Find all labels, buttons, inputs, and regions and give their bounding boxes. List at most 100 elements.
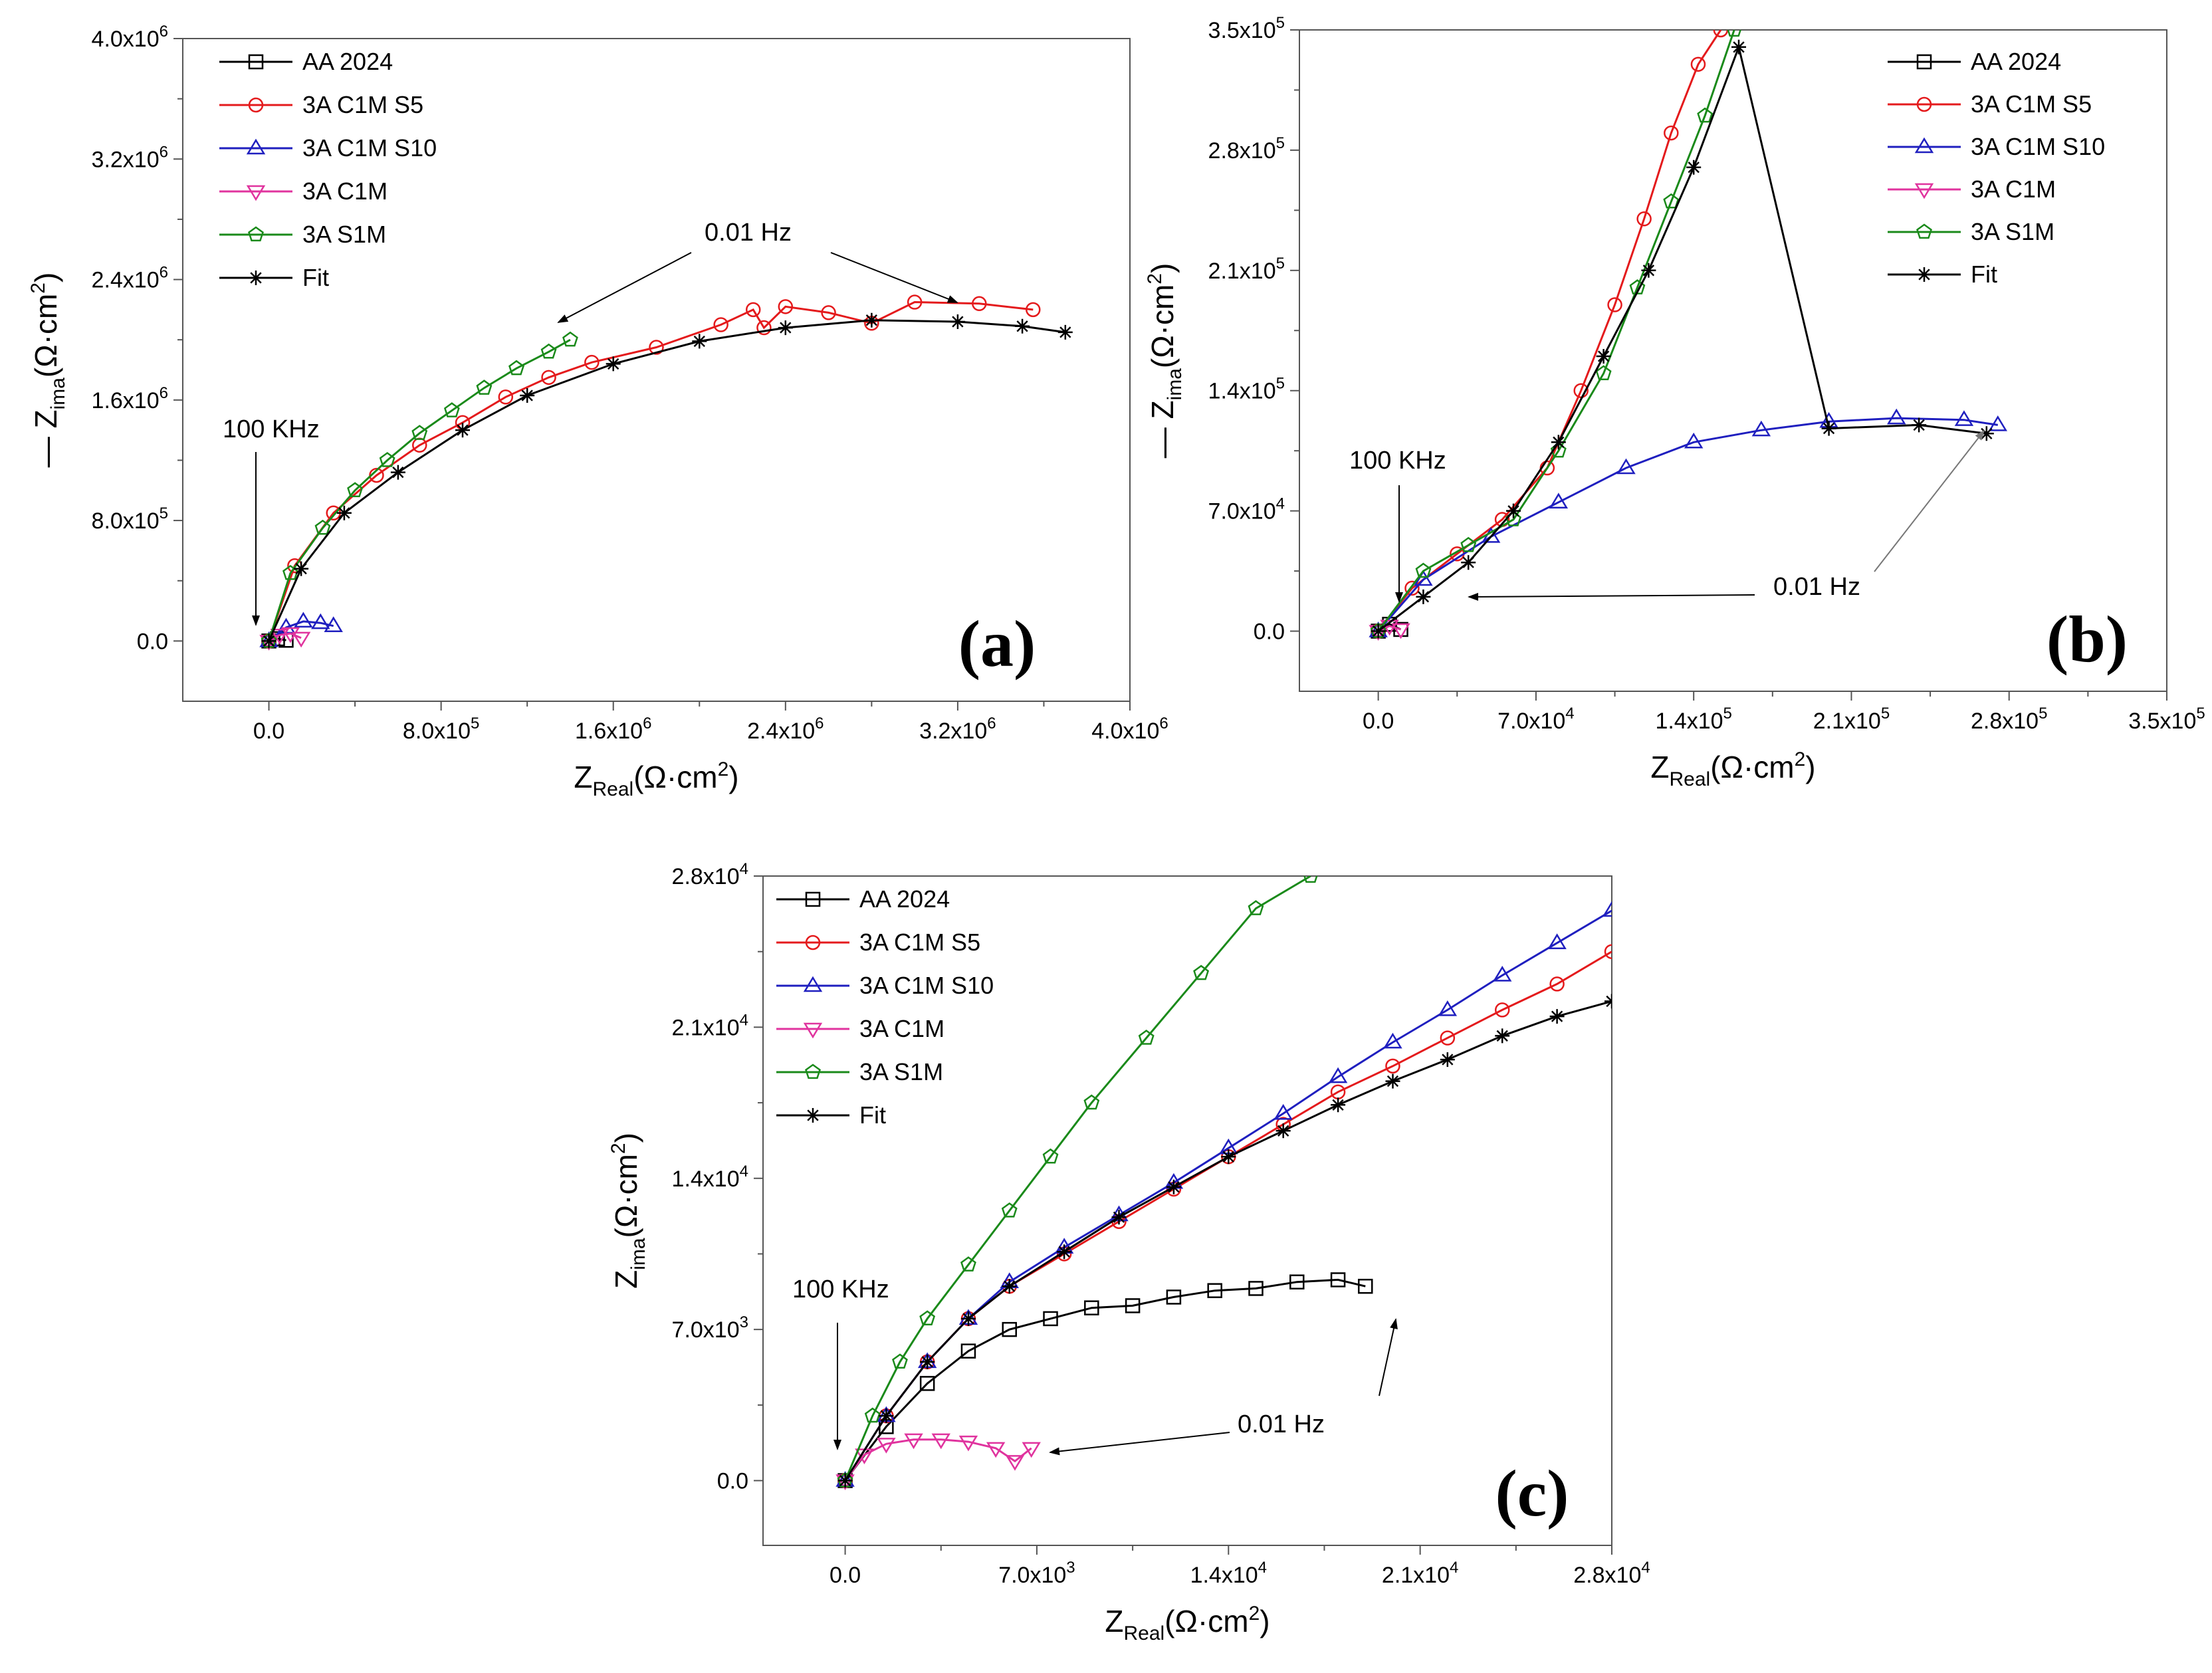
y-tick-label-b-3: 2.1x105 [1208, 255, 1285, 284]
legend-marker-a-3a-s1m [248, 226, 264, 242]
point-c-fit-7 [1166, 1179, 1181, 1194]
point-c-fit-9 [1275, 1123, 1291, 1139]
point-b-3a-c1m-s10-8 [1887, 408, 1906, 425]
x-tick-label-c-2: 1.4x104 [1190, 1559, 1267, 1588]
point-c-3a-c1m-s10-12 [1438, 1000, 1458, 1016]
y-tick-label-b-0: 0.0 [1254, 619, 1285, 645]
point-b-fit-6 [1641, 263, 1656, 278]
point-a-3a-c1m-s5-13 [778, 299, 794, 314]
legend-label-b-3a-c1m-s5: 3A C1M S5 [1971, 90, 2092, 118]
point-c-3a-c1m-s10-13 [1493, 965, 1512, 982]
point-a-3a-c1m-s5-18 [1026, 302, 1041, 318]
annotation-arrow-b-1-1 [1874, 429, 1985, 572]
legend-label-b-3a-c1m-s10: 3A C1M S10 [1971, 133, 2105, 160]
point-c-3a-s1m-6 [1042, 1148, 1059, 1164]
point-c-aa-2024-8 [1166, 1289, 1182, 1305]
point-c-3a-c1m-s10-9 [1273, 1103, 1293, 1120]
point-a-3a-s1m-3 [347, 482, 364, 497]
x-axis-label-c: ZReal(Ω·cm2) [1105, 1603, 1270, 1644]
panel-label-a: (a) [958, 607, 1036, 681]
x-tick-label-b-3: 2.1x105 [1813, 705, 1890, 734]
point-a-3a-c1m-s5-8 [584, 354, 600, 370]
point-b-fit-10 [1912, 417, 1927, 433]
plot-frame-b [1299, 29, 2167, 692]
series-line-c-fit [844, 1000, 1612, 1482]
point-c-3a-c1m-4 [931, 1433, 950, 1450]
point-b-fit-2 [1461, 555, 1476, 570]
point-a-3a-c1m-s5-12 [756, 320, 772, 336]
point-b-3a-c1m-s10-4 [1616, 458, 1636, 475]
legend-marker-c-3a-c1m [803, 1022, 823, 1039]
point-b-3a-c1m-s10-5 [1684, 432, 1704, 449]
point-a-fit-9 [864, 312, 879, 328]
x-tick-label-a-5: 4.0x106 [1091, 715, 1168, 744]
point-a-3a-c1m-1 [270, 629, 289, 645]
legend-label-a-3a-c1m: 3A C1M [302, 177, 387, 205]
legend-label-a-3a-c1m-s10: 3A C1M S10 [302, 134, 437, 162]
point-b-3a-s1m-1 [1415, 562, 1432, 578]
point-c-3a-s1m-3 [919, 1310, 936, 1326]
point-a-fit-3 [390, 465, 405, 480]
point-b-3a-c1m-s10-9 [1954, 410, 1974, 426]
point-a-3a-c1m-s5-6 [498, 390, 514, 405]
point-a-3a-s1m-9 [540, 343, 557, 359]
x-tick-label-b-1: 7.0x104 [1497, 705, 1574, 734]
series-group-a [259, 294, 1073, 651]
series-line-c-3a-s1m [844, 876, 1311, 1482]
panel-label-b: (b) [2046, 602, 2128, 676]
legend-marker-b-3a-s1m [1916, 223, 1932, 239]
x-tick-label-a-3: 2.4x106 [747, 715, 824, 744]
series-line-b-fit [1377, 43, 1987, 632]
legend-label-c-3a-c1m: 3A C1M [859, 1015, 944, 1042]
x-tick-label-b-5: 3.5x105 [2128, 705, 2205, 734]
point-a-fit-1 [294, 561, 309, 576]
point-b-fit-0 [1371, 623, 1386, 639]
legend-marker-b-aa-2024 [1916, 54, 1932, 70]
point-c-3a-c1m-7 [1005, 1455, 1025, 1471]
x-tick-label-c-3: 2.1x104 [1382, 1559, 1458, 1588]
point-a-fit-2 [336, 505, 352, 520]
point-a-3a-s1m-8 [508, 360, 524, 376]
panel-b: 0.0 7.0x104 1.4x105 2.1x105 2.8x105 3.5x105 0.… [1144, 14, 2205, 790]
annotation-arrow-b-1-0 [1468, 592, 1755, 601]
legend-marker-c-aa-2024 [805, 891, 821, 907]
legend-marker-a-3a-c1m [246, 185, 266, 201]
point-c-fit-11 [1385, 1073, 1400, 1089]
panel-a: 0.0 8.0x105 1.6x106 2.4x106 3.2x106 4.0x106 0.… [27, 23, 1168, 800]
point-c-aa-2024-12 [1330, 1272, 1346, 1287]
point-a-3a-c1m-s5-16 [907, 294, 923, 310]
point-c-aa-2024-13 [1358, 1278, 1373, 1294]
x-axis-label-a: ZReal(Ω·cm2) [574, 758, 738, 800]
point-b-3a-c1m-s5-6 [1607, 297, 1622, 312]
point-a-3a-c1m-s10-3 [311, 613, 330, 629]
series-line-b-3a-s1m [1377, 30, 1735, 632]
plot-frame-c [762, 875, 1612, 1546]
legend-label-c-3a-c1m-s5: 3A C1M S5 [859, 929, 980, 956]
annotation-c-1: 0.01 Hz [1238, 1410, 1325, 1438]
point-b-fit-3 [1506, 503, 1521, 518]
point-a-fit-4 [455, 423, 470, 438]
point-a-fit-8 [778, 320, 793, 336]
point-c-fit-1 [879, 1408, 894, 1424]
legend-marker-a-aa-2024 [248, 54, 264, 70]
point-c-3a-s1m-1 [864, 1407, 881, 1423]
legend-label-a-aa-2024: AA 2024 [302, 48, 393, 75]
point-a-fit-7 [692, 334, 707, 349]
point-c-fit-10 [1331, 1097, 1346, 1113]
point-b-3a-c1m-s10-3 [1549, 493, 1569, 508]
point-c-fit-6 [1111, 1210, 1127, 1225]
legend-marker-a-fit [249, 271, 263, 285]
point-a-3a-s1m-7 [476, 380, 493, 395]
legend-label-a-3a-c1m-s5: 3A C1M S5 [302, 91, 423, 118]
x-tick-label-c-0: 0.0 [830, 1563, 861, 1588]
point-c-fit-13 [1495, 1028, 1510, 1044]
annotation-arrow-a-1-1 [830, 252, 958, 303]
x-tick-label-b-0: 0.0 [1363, 709, 1394, 734]
point-a-fit-11 [1015, 318, 1030, 334]
y-tick-label-c-4: 2.8x104 [672, 860, 748, 889]
y-tick-label-c-2: 1.4x104 [672, 1163, 748, 1192]
legend-marker-b-3a-c1m-s5 [1916, 96, 1932, 112]
point-c-3a-s1m-9 [1193, 964, 1210, 980]
y-tick-label-a-1: 8.0x105 [92, 504, 168, 534]
legend-marker-c-fit [806, 1108, 820, 1123]
